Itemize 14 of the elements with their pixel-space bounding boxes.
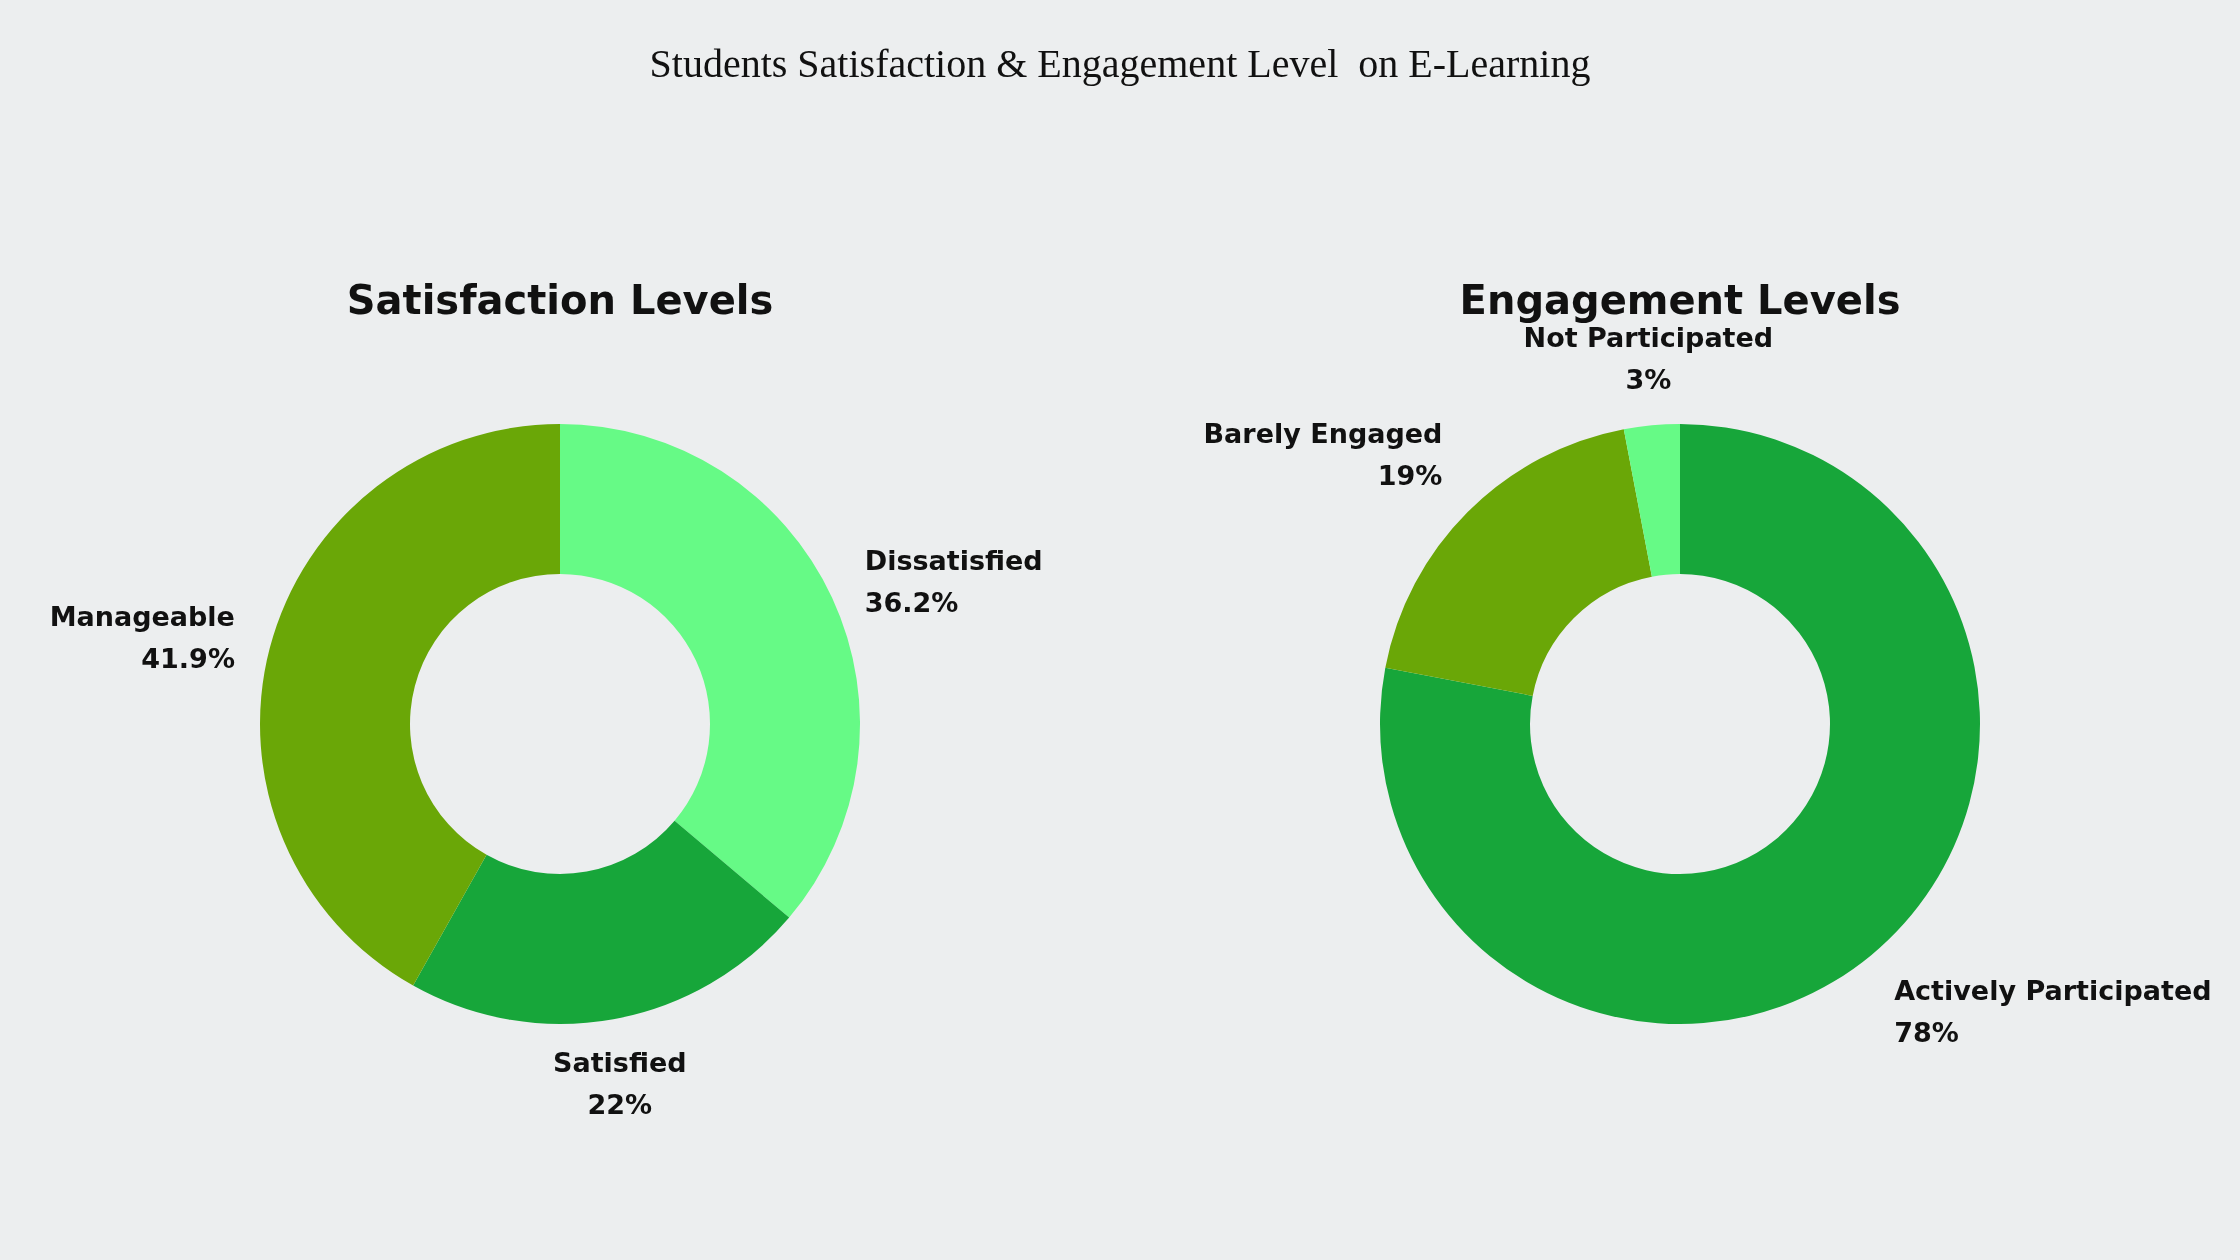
data-label: 41.9% [141, 643, 235, 675]
slice-label: Dissatisfied [864, 544, 1043, 576]
slice-label: Barely Engaged [1203, 418, 1443, 450]
data-label: 19% [1377, 460, 1443, 492]
data-label: 22% [587, 1088, 653, 1120]
data-label: 36.2% [864, 586, 959, 618]
slice-label: Satisfied [553, 1046, 687, 1078]
chart-title: Engagement Levels [1459, 277, 1901, 324]
slice-label: Actively Participated [1894, 974, 2212, 1006]
data-label: 78% [1894, 1016, 1959, 1048]
text: Students Satisfaction & Engagement Level on E-Learning [648, 40, 1592, 87]
chart-title: Satisfaction Levels [346, 277, 774, 324]
data-label: 3% [1625, 363, 1672, 395]
slice-label: Manageable [49, 601, 235, 633]
